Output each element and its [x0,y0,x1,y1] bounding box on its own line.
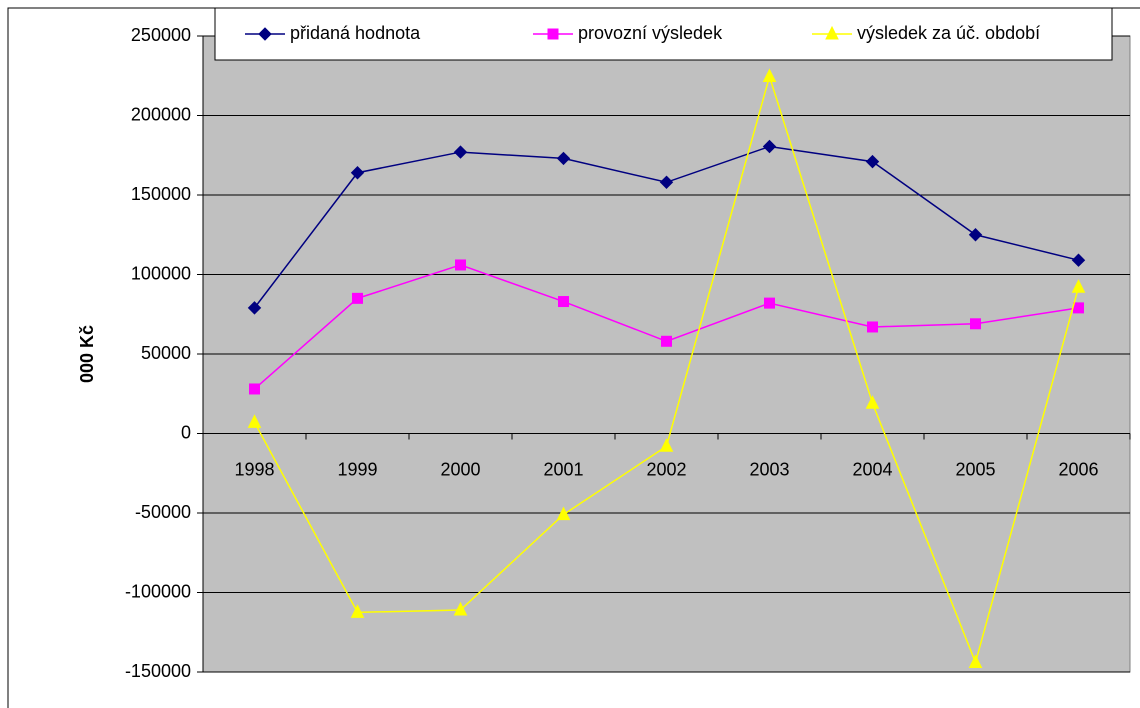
marker [825,25,839,40]
legend-label: přidaná hodnota [290,23,421,43]
y-tick-label: -150000 [125,661,191,681]
marker [556,151,571,166]
x-tick-label: 2005 [955,459,995,479]
legend-label: výsledek za úč. období [857,23,1040,43]
marker [968,654,983,668]
marker [453,601,468,616]
y-tick-label: 200000 [131,104,191,124]
x-tick-label: 1998 [234,459,274,479]
marker [350,604,365,618]
marker [661,335,672,347]
marker [659,438,674,452]
marker [1071,253,1086,267]
y-tick-label: 50000 [141,343,191,363]
x-tick-label: 2004 [852,459,892,479]
x-tick-label: 2003 [749,459,789,479]
y-tick-label: -50000 [135,502,191,522]
marker [249,383,260,395]
y-tick-label: 250000 [131,25,191,45]
marker [764,297,775,309]
x-tick-label: 1999 [337,459,377,479]
x-tick-label: 2002 [646,459,686,479]
marker [547,28,559,40]
marker [867,321,878,333]
marker [968,228,983,242]
marker [247,301,262,315]
marker [247,414,262,428]
y-tick-label: 0 [181,422,191,442]
x-tick-label: 2006 [1058,459,1098,479]
y-tick-label: 100000 [131,263,191,283]
marker [350,166,365,180]
marker [352,292,363,304]
y-tick-label: 150000 [131,184,191,204]
marker [1073,302,1084,314]
marker [455,259,466,271]
marker [865,395,880,409]
marker [762,139,777,154]
marker [659,175,674,189]
legend: přidaná hodnota provozní výsledek výsledek… [214,7,1113,61]
marker [762,68,777,83]
marker [558,296,569,308]
y-tick-label: -100000 [125,581,191,601]
marker [1071,279,1086,293]
x-tick-label: 2000 [440,459,480,479]
marker [453,145,468,159]
legend-box [214,7,1113,61]
marker [970,318,981,330]
x-tick-label: 2001 [543,459,583,479]
y-axis-label: 000 Kč [77,325,97,383]
marker [556,506,571,521]
marker [258,27,272,41]
marker [865,154,880,169]
legend-label: provozní výsledek [578,23,723,43]
